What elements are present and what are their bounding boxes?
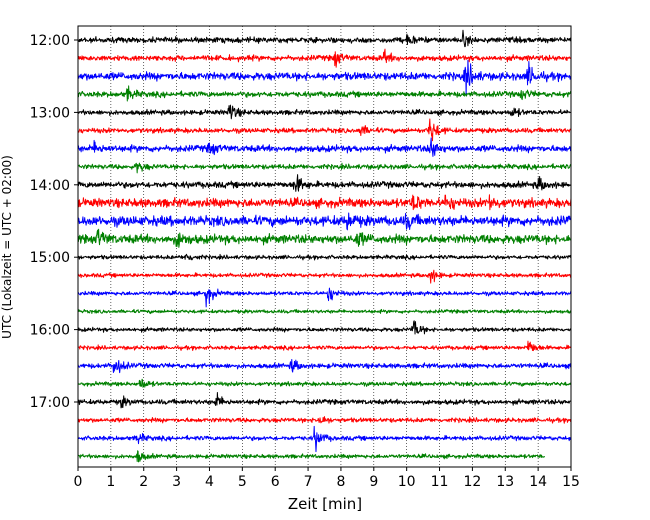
trace-1545 — [77, 308, 572, 315]
x-axis: 0 1 2 3 4 5 6 7 8 9 10 11 12 13 14 15 — [74, 467, 580, 490]
trace-1445 — [77, 228, 572, 248]
trace-1430 — [77, 212, 572, 231]
trace-1515 — [77, 269, 572, 284]
x-tick-label: 10 — [398, 474, 416, 490]
x-tick-label: 13 — [496, 474, 514, 490]
x-tick-label: 12 — [463, 474, 481, 490]
trace-1200 — [77, 29, 572, 48]
x-tick-label: 4 — [205, 474, 214, 490]
trace-1330 — [77, 137, 572, 157]
x-tick-label: 0 — [74, 474, 83, 490]
x-tick-label: 3 — [172, 474, 181, 490]
x-tick-label: 6 — [271, 474, 280, 490]
x-tick-label: 9 — [369, 474, 378, 490]
trace-1530 — [77, 287, 572, 308]
trace-1730 — [77, 425, 572, 453]
x-tick-label: 8 — [336, 474, 345, 490]
y-axis: 12:00 13:00 14:00 15:00 16:00 17:00 — [30, 33, 78, 411]
trace-1345 — [77, 162, 572, 174]
trace-1630 — [77, 358, 572, 374]
y-tick-label: 14:00 — [30, 178, 70, 194]
y-tick-label: 17:00 — [30, 395, 70, 411]
y-tick-label: 13:00 — [30, 105, 70, 121]
x-tick-label: 11 — [431, 474, 449, 490]
trace-1745 — [77, 450, 546, 463]
x-tick-label: 5 — [238, 474, 247, 490]
x-tick-label: 7 — [304, 474, 313, 490]
trace-1700 — [77, 391, 572, 409]
trace-1645 — [77, 378, 572, 388]
y-axis-label: UTC (Lokalzeit = UTC + 02:00) — [0, 155, 14, 339]
trace-1400 — [77, 174, 572, 192]
plot-frame — [77, 25, 572, 468]
y-tick-label: 16:00 — [30, 323, 70, 339]
trace-1500 — [77, 253, 572, 261]
trace-1415 — [77, 194, 572, 211]
x-axis-label: Zeit [min] — [288, 495, 362, 513]
trace-1715 — [77, 416, 572, 424]
seismic-traces — [77, 29, 572, 463]
x-tick-label: 14 — [529, 474, 547, 490]
trace-1615 — [77, 340, 572, 352]
trace-1600 — [77, 320, 572, 335]
y-tick-label: 15:00 — [30, 250, 70, 266]
trace-1300 — [77, 104, 572, 120]
trace-1230 — [77, 59, 572, 96]
trace-1215 — [77, 48, 572, 68]
y-tick-label: 12:00 — [30, 33, 70, 49]
trace-1315 — [77, 118, 572, 142]
x-tick-label: 2 — [139, 474, 148, 490]
trace-1245 — [77, 85, 572, 102]
x-tick-label: 1 — [106, 474, 115, 490]
x-tick-label: 15 — [562, 474, 580, 490]
